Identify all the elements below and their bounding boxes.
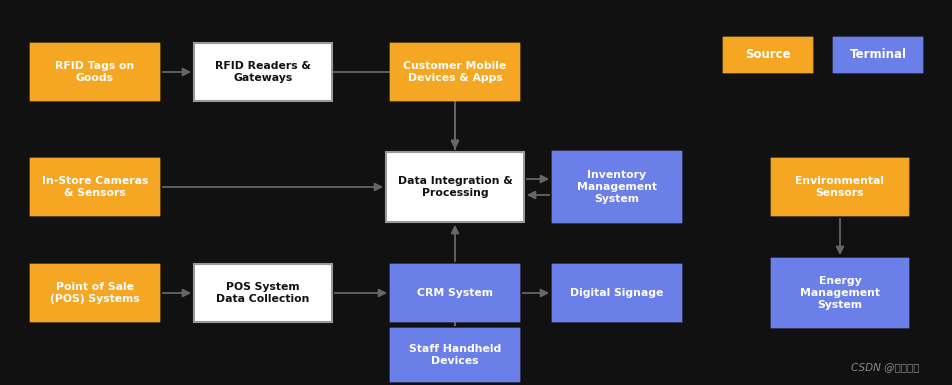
Text: Energy
Management
System: Energy Management System <box>799 276 879 310</box>
Text: Point of Sale
(POS) Systems: Point of Sale (POS) Systems <box>50 282 140 304</box>
FancyBboxPatch shape <box>194 264 331 322</box>
Text: Digital Signage: Digital Signage <box>569 288 663 298</box>
FancyBboxPatch shape <box>30 158 160 216</box>
Text: RFID Tags on
Goods: RFID Tags on Goods <box>55 61 134 83</box>
Text: CSDN @雷声科技: CSDN @雷声科技 <box>850 362 919 372</box>
FancyBboxPatch shape <box>386 152 524 222</box>
Text: Staff Handheld
Devices: Staff Handheld Devices <box>408 344 501 366</box>
FancyBboxPatch shape <box>389 43 520 101</box>
Text: POS System
Data Collection: POS System Data Collection <box>216 282 309 304</box>
Text: In-Store Cameras
& Sensors: In-Store Cameras & Sensors <box>42 176 148 198</box>
Text: Environmental
Sensors: Environmental Sensors <box>795 176 883 198</box>
Text: Data Integration &
Processing: Data Integration & Processing <box>397 176 512 198</box>
FancyBboxPatch shape <box>389 328 520 382</box>
Text: Customer Mobile
Devices & Apps: Customer Mobile Devices & Apps <box>403 61 506 83</box>
Text: Terminal: Terminal <box>848 49 905 62</box>
FancyBboxPatch shape <box>770 258 908 328</box>
Text: CRM System: CRM System <box>417 288 492 298</box>
FancyBboxPatch shape <box>723 37 812 73</box>
FancyBboxPatch shape <box>770 158 908 216</box>
FancyBboxPatch shape <box>832 37 922 73</box>
FancyBboxPatch shape <box>30 43 160 101</box>
FancyBboxPatch shape <box>194 43 331 101</box>
FancyBboxPatch shape <box>551 151 682 223</box>
Text: RFID Readers &
Gateways: RFID Readers & Gateways <box>215 61 310 83</box>
FancyBboxPatch shape <box>389 264 520 322</box>
Text: Source: Source <box>744 49 790 62</box>
FancyBboxPatch shape <box>551 264 682 322</box>
FancyBboxPatch shape <box>30 264 160 322</box>
Text: Inventory
Management
System: Inventory Management System <box>576 170 656 204</box>
